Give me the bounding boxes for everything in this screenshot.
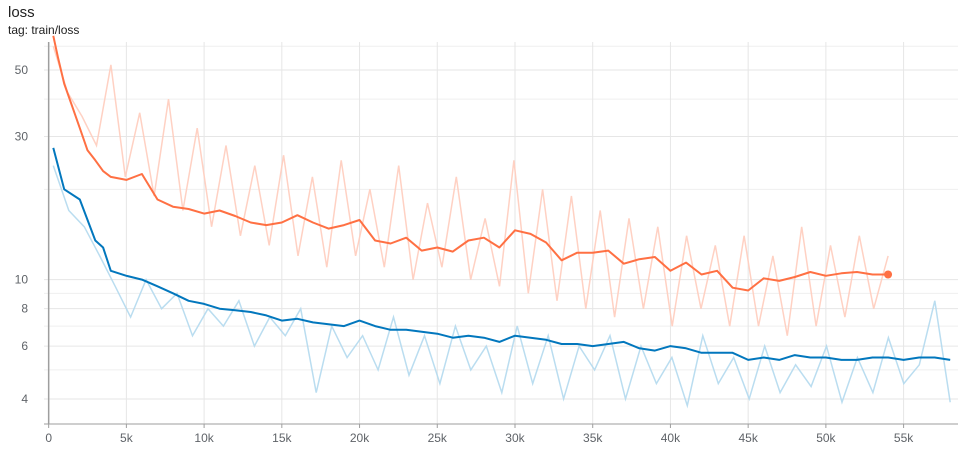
x-tick-label: 40k [661, 431, 681, 445]
series-layer [52, 35, 951, 409]
y-tick-label: 8 [21, 302, 28, 316]
chart-title: loss [8, 4, 35, 21]
y-tick-label: 10 [15, 273, 29, 287]
x-tick-label: 25k [428, 431, 448, 445]
series-0 [52, 35, 893, 336]
series-0-smoothed-line [52, 35, 889, 292]
series-1 [52, 147, 951, 409]
chart-subtitle: tag: train/loss [8, 23, 80, 37]
series-1-smoothed-line [52, 147, 951, 361]
tick-labels: 0 5k 10k 15k 20k 25k 30k 35k 40k 45k 50k 55k 4 6 8 10 30… [15, 63, 915, 445]
series-0-raw-line [52, 46, 889, 336]
grid-lines [44, 42, 958, 424]
series-0-end-marker [884, 270, 893, 279]
x-tick-label: 10k [194, 431, 214, 445]
x-tick-label: 15k [272, 431, 292, 445]
x-tick-label: 45k [738, 431, 758, 445]
x-tick-label: 35k [583, 431, 603, 445]
y-tick-label: 30 [15, 130, 29, 144]
x-tick-label: 50k [816, 431, 836, 445]
x-tick-label: 20k [350, 431, 370, 445]
y-tick-label: 50 [15, 63, 29, 77]
y-tick-label: 6 [21, 339, 28, 353]
x-tick-label: 55k [894, 431, 914, 445]
x-tick-label: 30k [505, 431, 525, 445]
x-tick-label: 5k [120, 431, 134, 445]
x-tick-label: 0 [45, 431, 52, 445]
y-tick-label: 4 [21, 392, 28, 406]
series-1-raw-line [52, 165, 951, 409]
axes [44, 42, 958, 428]
